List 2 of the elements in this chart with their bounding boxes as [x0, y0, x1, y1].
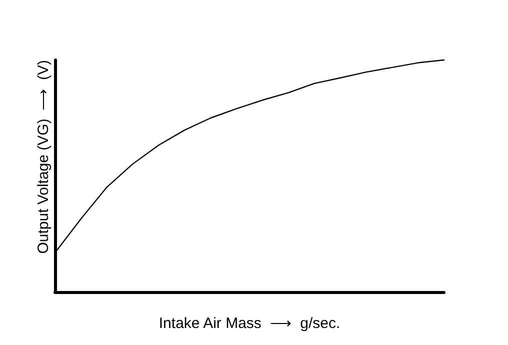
x-axis-title: Intake Air Mass ⟶ g/sec.: [158, 315, 340, 332]
y-axis-title: Output Voltage (VG) ⟶ (V): [35, 60, 52, 254]
